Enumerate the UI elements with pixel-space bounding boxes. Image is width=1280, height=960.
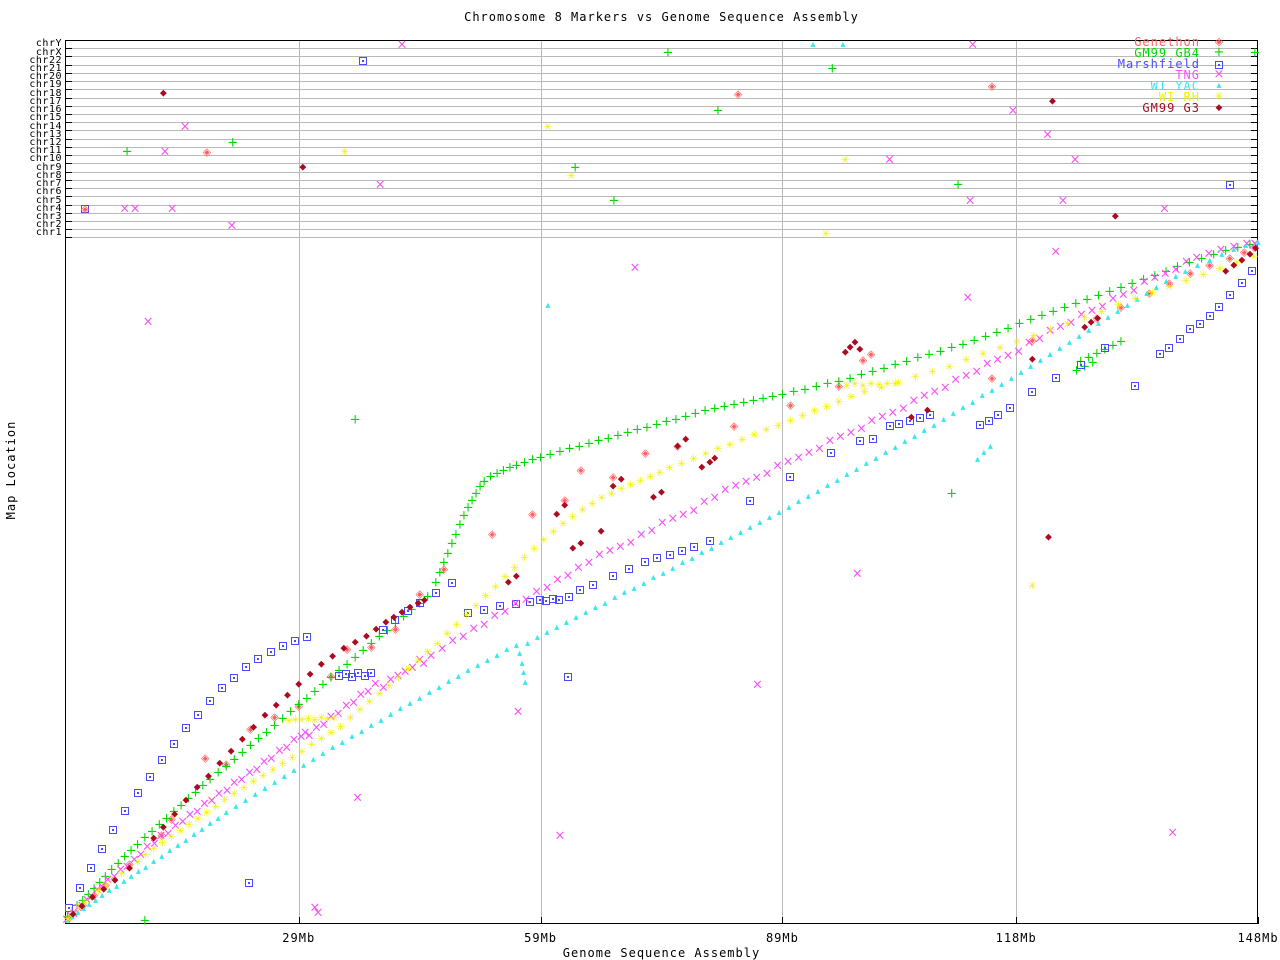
x-tick-label-89: 89Mb: [765, 931, 799, 945]
legend-label: WI RH: [1158, 89, 1200, 104]
legend-label: Genethon: [1134, 34, 1200, 49]
chromosome-label-chr16: chr16: [29, 104, 62, 116]
chromosome-label-chr9: chr9: [35, 161, 62, 173]
x-tick-label-148: 148Mb: [1237, 931, 1279, 945]
chromosome-label-chr17: chr17: [29, 95, 62, 107]
diamond-icon: ◆: [1215, 102, 1223, 113]
legend-row-gb4: GM99 GB4 +: [1134, 45, 1238, 60]
chromosome-label-chr14: chr14: [29, 120, 62, 132]
legend-label: Marshfield: [1117, 56, 1200, 71]
asterisk-icon: ✳: [1214, 90, 1224, 103]
chromosome-label-chr2: chr2: [35, 219, 62, 231]
chromosome-label-chr12: chr12: [29, 137, 62, 148]
chromosome-label-chr18: chr18: [29, 87, 62, 99]
legend-row-marshfield: Marshfield: [1117, 56, 1238, 71]
chromosome-label-chrY: chrY: [35, 38, 62, 50]
x-tick-label-29: 29Mb: [282, 931, 316, 945]
cross-icon: ×: [1213, 67, 1225, 82]
legend-label: GM99 GB4: [1134, 45, 1200, 60]
chromosome-label-chr21: chr21: [29, 62, 62, 74]
chromosome-label-chr7: chr7: [35, 178, 62, 190]
legend-row-genethon: Genethon ◈: [1134, 34, 1238, 49]
chromosome-label-chr1: chr1: [35, 227, 62, 239]
square-dot-icon: [1215, 61, 1223, 69]
chromosome-label-chr3: chr3: [35, 211, 62, 223]
chromosome-label-chr10: chr10: [29, 153, 62, 165]
triangle-icon: ▴: [1216, 80, 1222, 91]
chromosome-label-chr20: chr20: [29, 71, 62, 83]
chromosome-label-chr5: chr5: [35, 194, 62, 206]
legend-row-yac: WI YAC ▴: [1150, 78, 1238, 93]
chromosome-label-chr19: chr19: [29, 79, 62, 91]
legend-row-tng: TNG ×: [1175, 67, 1238, 82]
x-tick-label-118: 118Mb: [995, 931, 1037, 945]
square-dot-icon: [1200, 54, 1238, 73]
legend-label: GM99 G3: [1142, 100, 1200, 115]
chromosome-label-chrX: chrX: [35, 46, 62, 58]
plus-icon: +: [1213, 45, 1225, 60]
legend-label: TNG: [1175, 67, 1200, 82]
legend-label: WI YAC: [1150, 78, 1200, 93]
chromosome-label-chr4: chr4: [35, 202, 62, 214]
chromosome-label-chr13: chr13: [29, 128, 62, 140]
chromosome-label-chr11: chr11: [29, 145, 62, 157]
checked-diamond-icon: ◈: [1214, 35, 1224, 48]
chart-title: Chromosome 8 Markers vs Genome Sequence …: [464, 10, 859, 24]
x-axis-title: Genome Sequence Assembly: [562, 946, 761, 960]
legend-row-rh: WI RH ✳: [1158, 89, 1238, 104]
x-tick-label-59: 59Mb: [524, 931, 558, 945]
chromosome-label-chr15: chr15: [29, 112, 62, 124]
chromosome-label-chr8: chr8: [35, 169, 62, 181]
chromosome-label-chr6: chr6: [35, 186, 62, 198]
legend-row-g3: GM99 G3 ◆: [1142, 100, 1238, 115]
chromosome-label-chr22: chr22: [29, 54, 62, 66]
